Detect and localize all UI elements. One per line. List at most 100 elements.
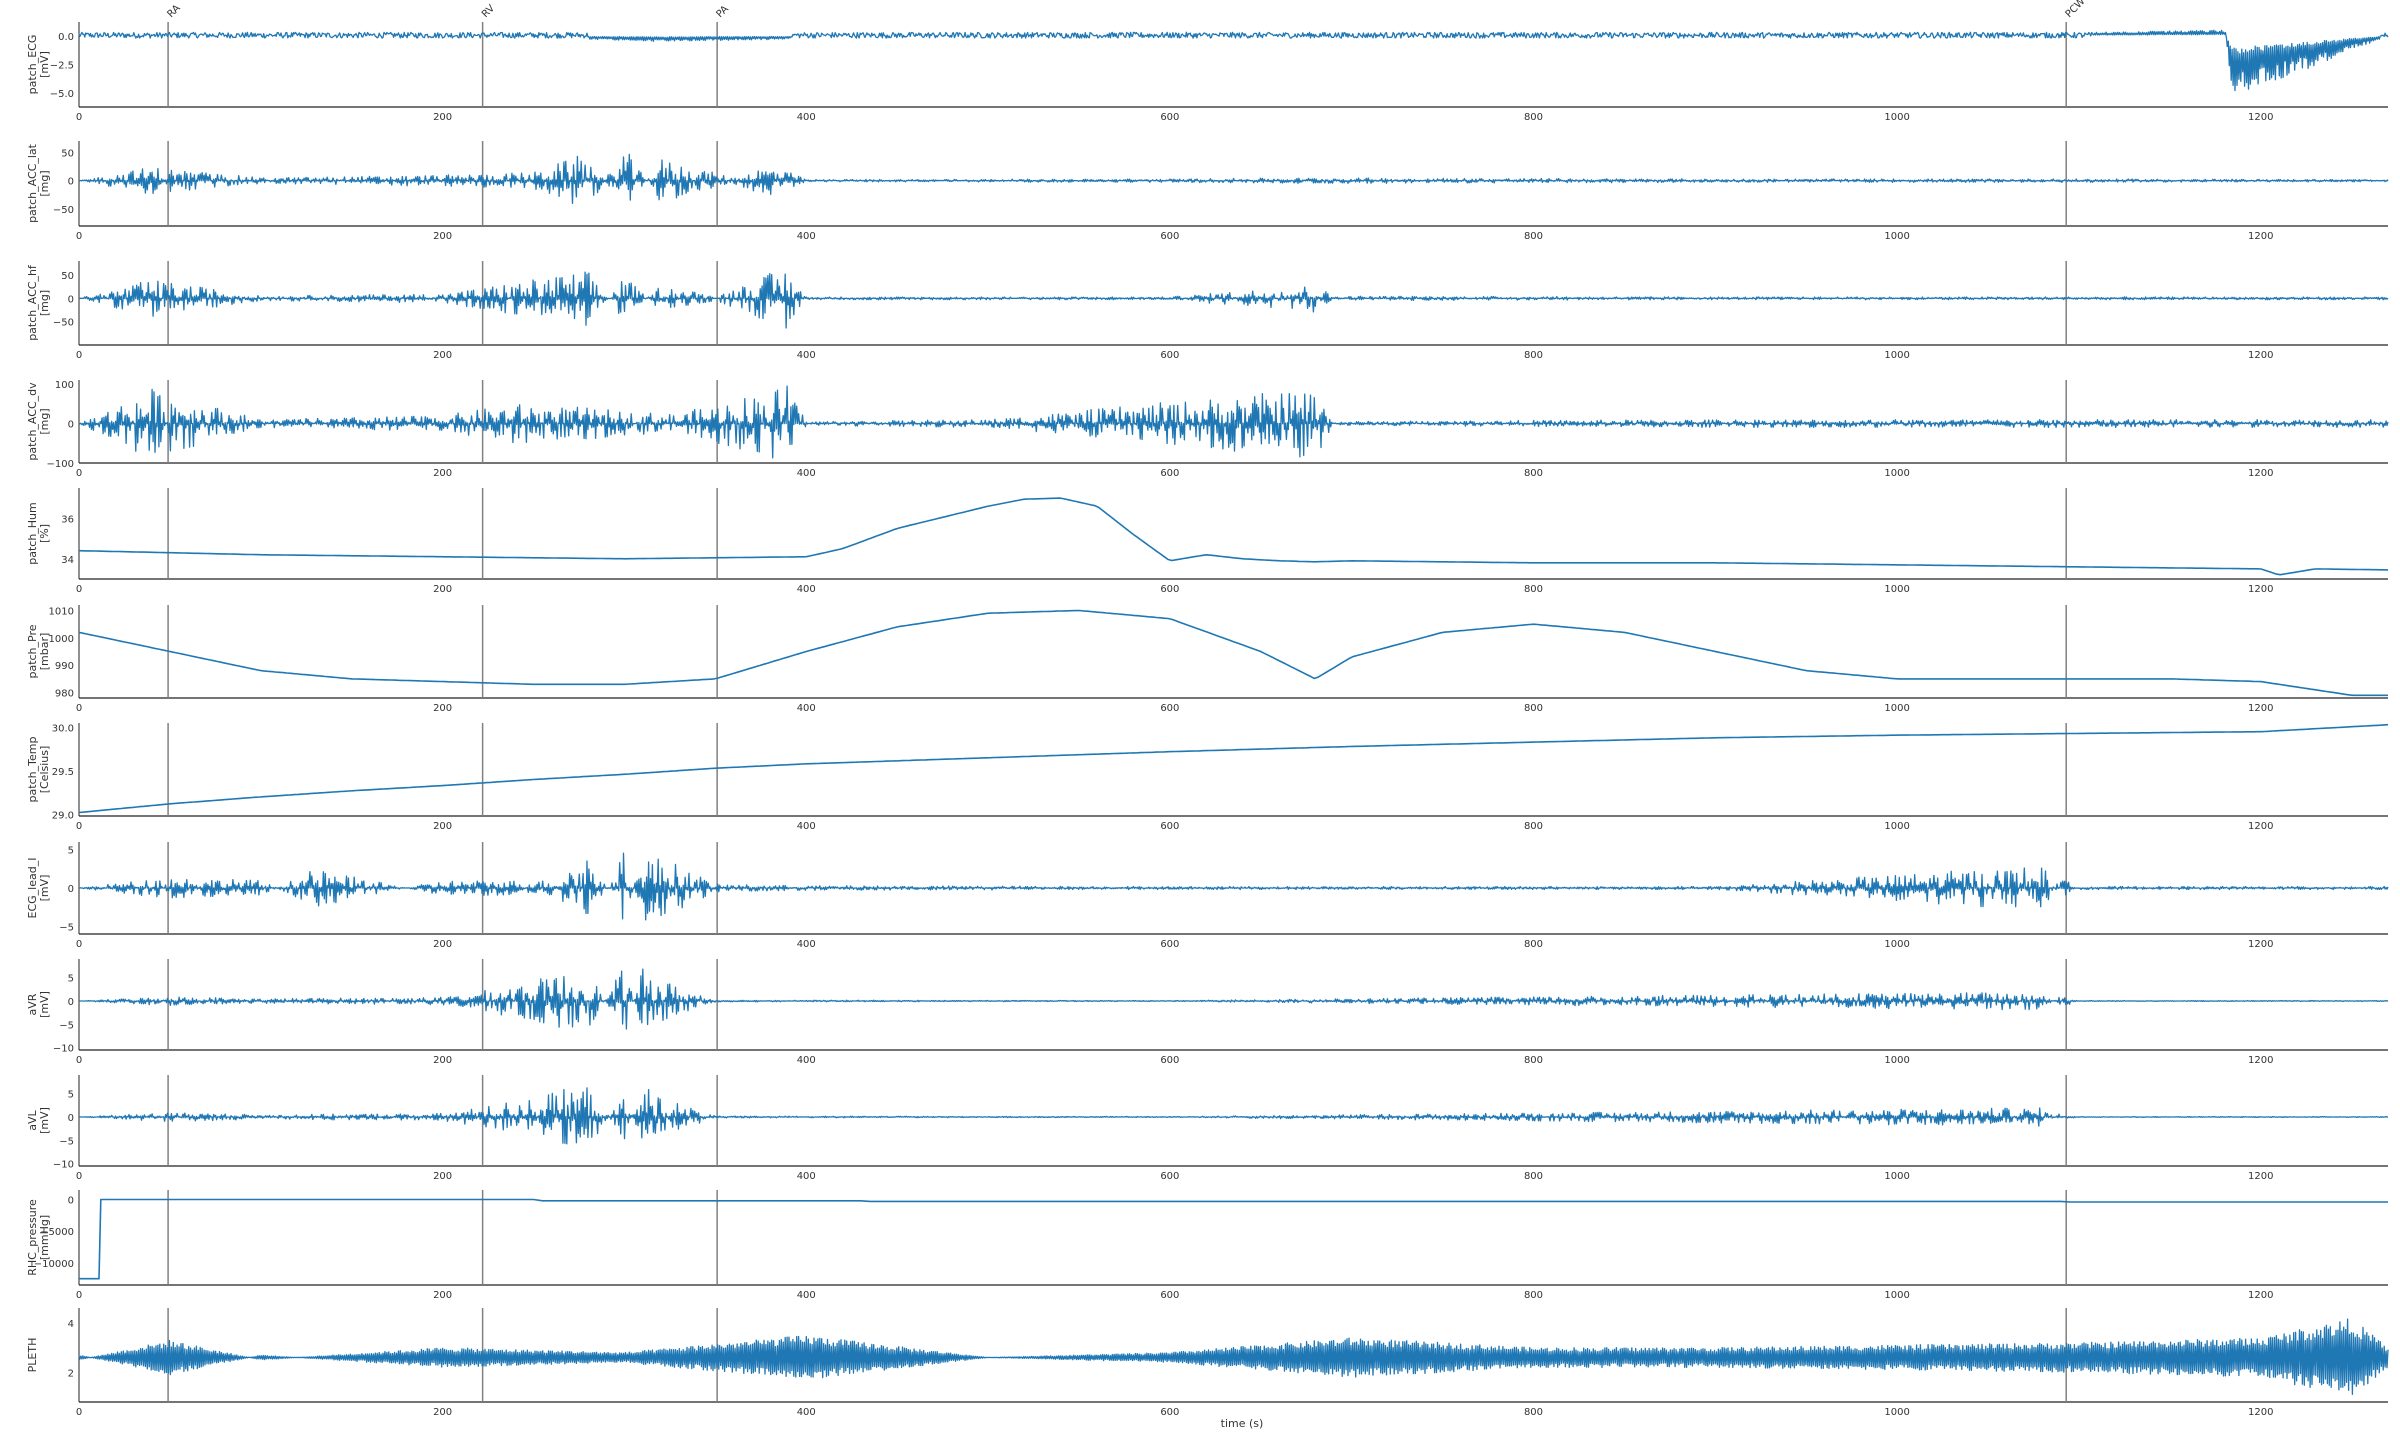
x-tick-label: 1200 [2248, 1407, 2273, 1418]
panel-patch-temp: 29.0 29.5 30.0 0 200 400 600 800 1000 1200 patch_T… [26, 723, 2389, 832]
y-tick-label: 36 [61, 514, 74, 525]
y-axis-unit: [mV] [38, 51, 51, 78]
x-tick-label: 200 [433, 1290, 452, 1301]
panel-rhc-pressure: −10000 −5000 0 0 200 400 600 800 1000 1200 RHC_pre… [26, 1190, 2388, 1301]
x-tick-label: 1000 [1884, 703, 1909, 714]
y-tick-label: 30.0 [52, 723, 74, 734]
x-tick-label: 800 [1524, 1171, 1543, 1182]
y-axis-label: aVL [26, 1109, 39, 1130]
x-tick-label: 0 [76, 468, 82, 479]
x-tick-label: 600 [1160, 821, 1179, 832]
x-tick-label: 600 [1160, 1055, 1179, 1066]
event-label-pa: PA [714, 4, 731, 21]
y-axis-unit: [Celsius] [38, 746, 51, 794]
x-tick-label: 1000 [1884, 584, 1909, 595]
y-axis-unit: [mV] [38, 991, 51, 1018]
x-tick-label: 0 [76, 584, 82, 595]
x-tick-label: 600 [1160, 112, 1179, 123]
panel-pleth: 2 4 0 200 400 600 800 1000 1200 PLETH [26, 1308, 2389, 1418]
x-tick-label: 1200 [2248, 703, 2273, 714]
event-label-rv: RV [480, 3, 497, 20]
y-axis-label: aVR [26, 993, 39, 1015]
y-tick-label: 4 [68, 1319, 74, 1330]
x-tick-label: 0 [76, 350, 82, 361]
x-tick-label: 1200 [2248, 821, 2273, 832]
y-axis-label: RHC_pressure [26, 1199, 39, 1276]
x-tick-label: 600 [1160, 1171, 1179, 1182]
y-axis-label: patch_ACC_lat [26, 143, 39, 223]
y-axis-label: patch_Hum [26, 502, 39, 565]
y-tick-label: −10 [53, 1044, 74, 1055]
x-tick-label: 800 [1524, 1290, 1543, 1301]
x-tick-label: 1000 [1884, 1407, 1909, 1418]
x-tick-label: 0 [76, 112, 82, 123]
panel-patch-acc-hf: −50 0 50 0 200 400 600 800 1000 1200 patch_ACC_hf[… [26, 261, 2389, 361]
y-tick-label: 50 [61, 271, 74, 282]
x-tick-label: 0 [76, 1171, 82, 1182]
y-axis-unit: [%] [38, 524, 51, 543]
panel-patch-pre: 980 990 1000 1010 0 200 400 600 800 1000 1200 patch… [26, 605, 2388, 714]
y-tick-label: 0 [68, 1113, 74, 1124]
signal-trace [79, 968, 2389, 1030]
x-tick-label: 200 [433, 939, 452, 950]
y-tick-label: −100 [47, 459, 74, 470]
x-tick-label: 200 [433, 703, 452, 714]
y-axis-unit: [mg] [38, 170, 51, 196]
signal-trace [78, 497, 2389, 576]
y-tick-label: −5.0 [50, 89, 74, 100]
y-tick-label: 29.5 [52, 767, 74, 778]
y-tick-label: 0 [68, 177, 74, 188]
x-tick-label: 0 [76, 1055, 82, 1066]
x-tick-label: 200 [433, 231, 452, 242]
x-tick-label: 1000 [1884, 1290, 1909, 1301]
signal-trace [78, 609, 2388, 697]
x-tick-label: 0 [76, 1290, 82, 1301]
y-tick-label: −5000 [40, 1227, 74, 1238]
x-tick-label: 400 [797, 112, 816, 123]
x-tick-label: 1200 [2248, 468, 2273, 479]
x-tick-label: 200 [433, 350, 452, 361]
x-tick-label: 400 [797, 468, 816, 479]
y-tick-label: 34 [61, 555, 74, 566]
y-tick-label: −5 [59, 1020, 74, 1031]
x-tick-label: 400 [797, 231, 816, 242]
x-tick-label: 800 [1524, 584, 1543, 595]
y-tick-label: −10000 [34, 1259, 74, 1270]
y-tick-label: 2 [68, 1368, 74, 1379]
y-tick-label: 0 [68, 1196, 74, 1207]
y-axis-label: patch_ECG [26, 35, 39, 95]
x-tick-label: 1000 [1884, 821, 1909, 832]
y-axis-label: patch_ACC_hf [26, 264, 39, 341]
x-tick-label: 600 [1160, 468, 1179, 479]
x-tick-label: 400 [797, 939, 816, 950]
y-axis-unit: [mg] [38, 408, 51, 434]
x-tick-label: 1200 [2248, 350, 2273, 361]
y-tick-label: −5 [59, 1136, 74, 1147]
x-tick-label: 0 [76, 939, 82, 950]
x-tick-label: 1000 [1884, 468, 1909, 479]
x-tick-label: 1200 [2248, 1290, 2273, 1301]
event-label-pcw: PCW [2064, 0, 2088, 20]
x-tick-label: 1000 [1884, 939, 1909, 950]
x-tick-label: 600 [1160, 939, 1179, 950]
x-tick-label: 600 [1160, 231, 1179, 242]
y-tick-label: −5 [59, 922, 74, 933]
x-tick-label: 400 [797, 584, 816, 595]
x-tick-label: 800 [1524, 939, 1543, 950]
x-tick-label: 1200 [2248, 112, 2273, 123]
event-label-ra: RA [165, 3, 182, 20]
x-tick-label: 200 [433, 112, 452, 123]
x-tick-label: 800 [1524, 112, 1543, 123]
chart-panels: −5.0−2.50.00 200 400 600 800 1000 1200patch_EC… [26, 0, 2389, 1418]
x-tick-label: 1000 [1884, 1171, 1909, 1182]
x-tick-label: 600 [1160, 703, 1179, 714]
y-tick-label: 990 [55, 661, 74, 672]
x-tick-label: 400 [797, 1171, 816, 1182]
y-axis-label: patch_ACC_dv [26, 382, 39, 461]
x-tick-label: 800 [1524, 1055, 1543, 1066]
x-tick-label: 400 [797, 1055, 816, 1066]
x-tick-label: 600 [1160, 1290, 1179, 1301]
y-axis-unit: [mV] [38, 1107, 51, 1134]
